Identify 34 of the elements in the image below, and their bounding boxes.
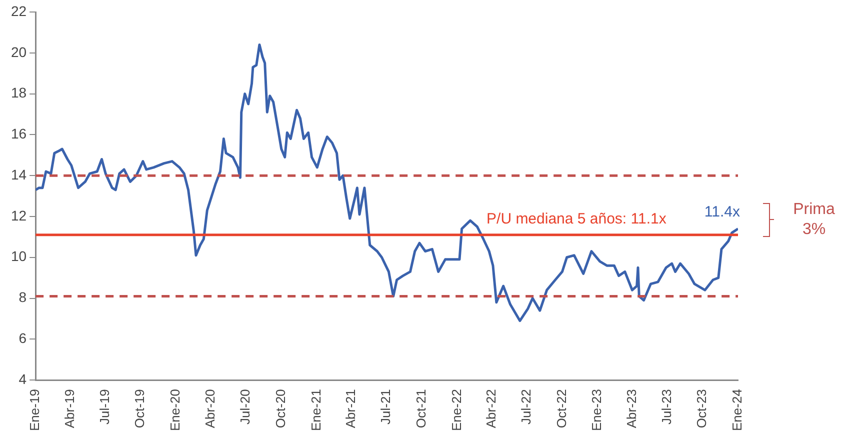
y-tick-label: 10 bbox=[10, 248, 27, 264]
x-tick-label: Abr-19 bbox=[62, 389, 77, 428]
y-tick-label: 16 bbox=[10, 126, 27, 142]
y-tick-label: 22 bbox=[10, 2, 27, 19]
x-tick-label: Oct-23 bbox=[694, 389, 710, 428]
x-tick-label: Abr-21 bbox=[342, 389, 358, 428]
y-tick-label: 18 bbox=[10, 84, 27, 101]
x-tick-label: Oct-19 bbox=[132, 389, 148, 428]
x-tick-label: Ene-23 bbox=[589, 389, 604, 431]
x-tick-label: Jul-22 bbox=[518, 389, 534, 424]
y-tick-label: 20 bbox=[10, 44, 27, 60]
y-tick-label: 12 bbox=[10, 207, 27, 224]
ref-line-label: P/U mediana 5 años: 11.1x bbox=[486, 210, 667, 228]
x-tick-label: Abr-20 bbox=[202, 389, 218, 428]
y-tick-label: 14 bbox=[10, 166, 27, 182]
x-tick-label: Jul-19 bbox=[96, 389, 112, 424]
x-tick-label: Oct-21 bbox=[413, 389, 428, 428]
x-tick-label: Ene-20 bbox=[168, 389, 183, 431]
x-tick-label: Ene-22 bbox=[448, 389, 464, 431]
y-tick-label: 6 bbox=[18, 330, 27, 346]
y-tick-label: 4 bbox=[18, 370, 27, 387]
y-tick-label: 8 bbox=[18, 289, 27, 306]
x-tick-label: Oct-20 bbox=[272, 389, 288, 428]
x-tick-label: Jul-23 bbox=[658, 389, 674, 424]
x-tick-label: Oct-22 bbox=[554, 389, 569, 428]
x-tick-label: Abr-23 bbox=[624, 389, 639, 428]
x-tick-label: Jul-21 bbox=[378, 389, 393, 424]
text: Prima 3% bbox=[792, 200, 836, 240]
x-tick-label: Ene-19 bbox=[27, 389, 42, 431]
x-tick-label: Ene-21 bbox=[308, 389, 324, 431]
x-tick-label: Jul-20 bbox=[238, 389, 253, 424]
x-tick-label: Abr-22 bbox=[483, 389, 498, 428]
x-tick-label: Ene-24 bbox=[730, 389, 745, 431]
annotation: 11.4x bbox=[704, 203, 740, 220]
